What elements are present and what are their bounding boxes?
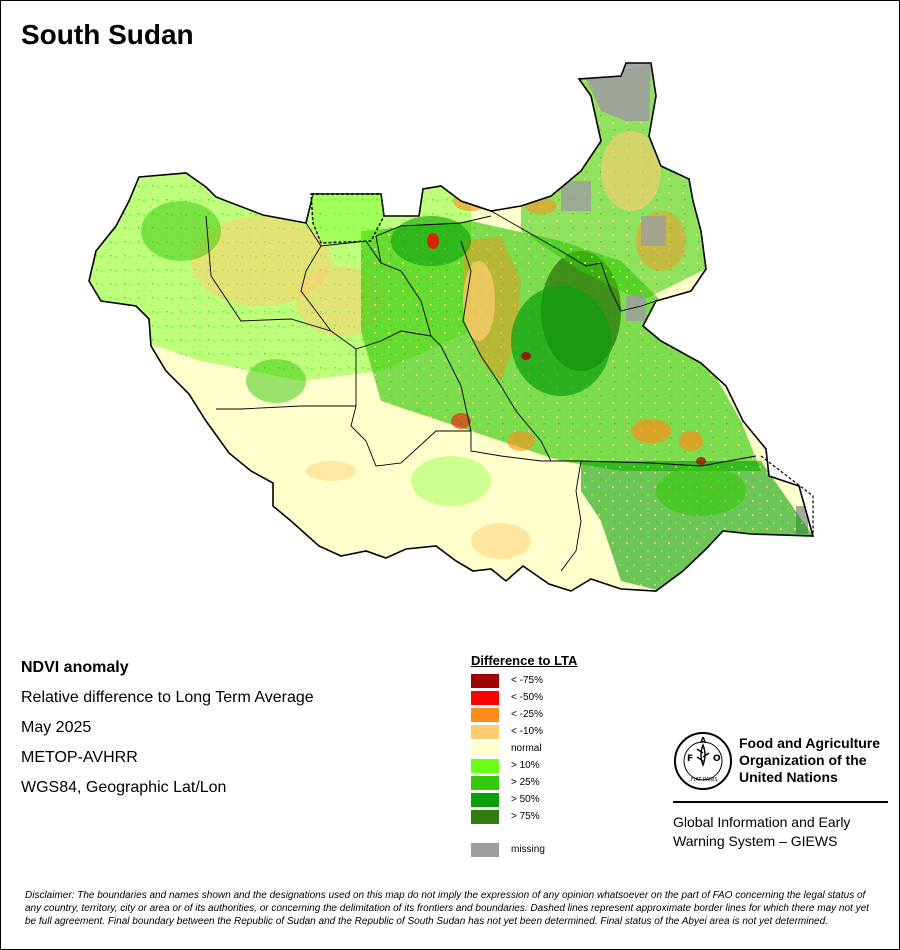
giews-name: Global Information and Early Warning Sys… [673, 813, 889, 851]
info-line: WGS84, Geographic Lat/Lon [21, 779, 227, 796]
legend-swatch [471, 673, 499, 688]
legend-swatch [471, 809, 499, 824]
legend-items: < -75% < -50% < -25% < -10% normal > 10% > 25%… [471, 672, 661, 825]
legend-item: > 50% [471, 791, 661, 808]
legend-item: < -25% [471, 706, 661, 723]
info-line: May 2025 [21, 719, 92, 736]
legend-item: < -10% [471, 723, 661, 740]
fao-name-line: Organization of the [739, 752, 867, 768]
legend-item: < -75% [471, 672, 661, 689]
abyei-area [310, 193, 385, 244]
ndvi-anomaly-map [81, 61, 841, 621]
legend-label: > 25% [511, 777, 540, 788]
legend-label: normal [511, 743, 542, 754]
legend-swatch [471, 724, 499, 739]
disclaimer: Disclaimer: The boundaries and names sho… [25, 890, 869, 927]
legend-item: > 25% [471, 774, 661, 791]
divider [673, 801, 888, 803]
legend-label: < -10% [511, 726, 543, 737]
fao-logo-icon: F O A FIAT PANIS [674, 732, 732, 790]
legend-swatch [471, 775, 499, 790]
legend-swatch [471, 690, 499, 705]
info-line: Relative difference to Long Term Average [21, 689, 314, 706]
svg-text:F: F [687, 754, 693, 764]
legend-item: > 10% [471, 757, 661, 774]
legend-label: > 10% [511, 760, 540, 771]
legend-swatch [471, 842, 499, 857]
legend-item: > 75% [471, 808, 661, 825]
legend-swatch [471, 792, 499, 807]
svg-text:A: A [700, 736, 707, 745]
map-info: NDVI anomaly Relative difference to Long… [21, 657, 314, 807]
info-heading: NDVI anomaly [21, 659, 129, 676]
legend-item-missing: missing [471, 841, 661, 858]
svg-text:O: O [713, 754, 721, 764]
legend-swatch [471, 707, 499, 722]
legend-label: < -25% [511, 709, 543, 720]
legend-swatch [471, 758, 499, 773]
legend-label: < -50% [511, 692, 543, 703]
anomaly-raster [89, 63, 813, 591]
giews-line: Warning System – GIEWS [673, 833, 838, 849]
giews-line: Global Information and Early [673, 814, 851, 830]
map-title: South Sudan [21, 19, 194, 50]
map-legend: Difference to LTA < -75% < -50% < -25% < -1… [471, 653, 661, 858]
legend-item: < -50% [471, 689, 661, 706]
fao-name-line: United Nations [739, 769, 838, 785]
legend-swatch [471, 741, 499, 756]
legend-item: normal [471, 740, 661, 757]
legend-label: > 50% [511, 794, 540, 805]
fao-name: Food and Agriculture Organization of the… [739, 735, 899, 786]
legend-label: < -75% [511, 675, 543, 686]
legend-label: missing [511, 844, 545, 855]
legend-title: Difference to LTA [471, 653, 578, 668]
legend-label: > 75% [511, 811, 540, 822]
fao-name-line: Food and Agriculture [739, 735, 881, 751]
map-svg [88, 62, 814, 592]
info-line: METOP-AVHRR [21, 749, 138, 766]
svg-text:FIAT PANIS: FIAT PANIS [691, 777, 718, 783]
